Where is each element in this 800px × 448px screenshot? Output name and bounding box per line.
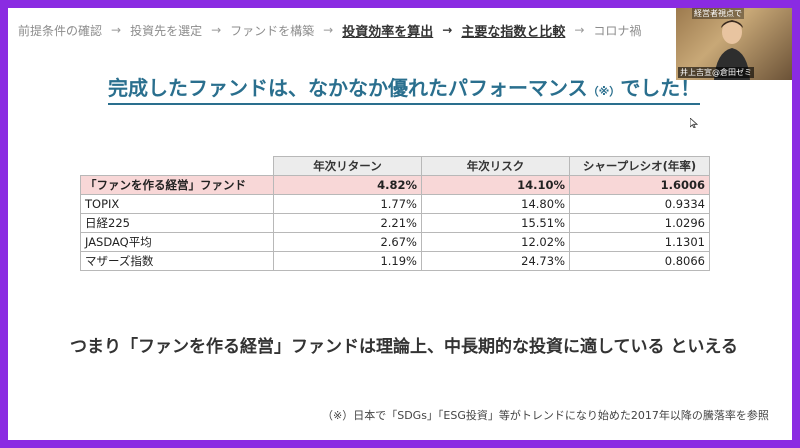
webcam-video[interactable]: 経営者視点で 井上吉宣@倉田ゼミ <box>676 8 792 80</box>
row-risk: 14.80% <box>421 194 570 214</box>
arrow-icon: → <box>574 23 585 37</box>
row-sharpe: 1.1301 <box>569 232 710 252</box>
row-return: 1.19% <box>273 251 422 271</box>
breadcrumb-step-2: 投資先を選定 <box>130 23 203 38</box>
row-return: 1.77% <box>273 194 422 214</box>
table-row: JASDAQ平均 2.67% 12.02% 1.1301 <box>80 232 710 252</box>
header-blank-cell <box>80 156 274 176</box>
title-text: 完成したファンドは、なかなか優れたパフォーマンス <box>108 76 588 100</box>
row-return: 2.21% <box>273 213 422 233</box>
arrow-icon: → <box>323 23 334 37</box>
conclusion-text: つまり「ファンを作る経営」ファンドは理論上、中長期的な投資に適している といえる <box>70 337 738 357</box>
table-row: マザーズ指数 1.19% 24.73% 0.8066 <box>80 251 710 271</box>
table-row: 「ファンを作る経営」ファンド 4.82% 14.10% 1.6006 <box>80 175 710 195</box>
mouse-cursor-icon <box>690 118 698 128</box>
webcam-top-label: 経営者視点で <box>692 8 744 19</box>
table-header-row: 年次リターン 年次リスク シャープレシオ(年率) <box>80 156 710 176</box>
row-sharpe: 0.8066 <box>569 251 710 271</box>
comparison-table: 年次リターン 年次リスク シャープレシオ(年率) 「ファンを作る経営」ファンド … <box>80 156 710 271</box>
slide-title: 完成したファンドは、なかなか優れたパフォーマンス（※）でした！ <box>108 72 701 105</box>
title-note: （※） <box>587 85 621 98</box>
row-risk: 14.10% <box>421 175 570 195</box>
breadcrumb-step-3: ファンドを構築 <box>230 23 315 38</box>
breadcrumb-step-5: 主要な指数と比較 <box>461 24 566 40</box>
row-sharpe: 0.9334 <box>569 194 710 214</box>
row-name: JASDAQ平均 <box>80 232 274 252</box>
header-sharpe: シャープレシオ(年率) <box>569 156 710 176</box>
breadcrumb-step-1: 前提条件の確認 <box>18 23 103 38</box>
row-sharpe: 1.6006 <box>569 175 710 195</box>
breadcrumb-step-6: コロナ禍 <box>593 23 642 38</box>
breadcrumb: 前提条件の確認 → 投資先を選定 → ファンドを構築 → 投資効率を算出 → 主… <box>18 20 641 40</box>
breadcrumb-step-4: 投資効率を算出 <box>342 24 434 40</box>
row-risk: 15.51% <box>421 213 570 233</box>
row-name: TOPIX <box>80 194 274 214</box>
row-risk: 12.02% <box>421 232 570 252</box>
arrow-icon: → <box>442 23 453 37</box>
row-name: 日経225 <box>80 213 274 233</box>
table-row: 日経225 2.21% 15.51% 1.0296 <box>80 213 710 233</box>
participant-name-label: 井上吉宣@倉田ゼミ <box>678 67 754 78</box>
title-end: でした！ <box>620 76 701 100</box>
row-name: マザーズ指数 <box>80 251 274 271</box>
footnote-text: （※）日本で「SDGs」「ESG投資」等がトレンドになり始めた2017年以降の騰… <box>322 409 769 422</box>
arrow-icon: → <box>211 23 222 37</box>
row-risk: 24.73% <box>421 251 570 271</box>
slide-frame: 前提条件の確認 → 投資先を選定 → ファンドを構築 → 投資効率を算出 → 主… <box>8 8 792 440</box>
row-name: 「ファンを作る経営」ファンド <box>80 175 274 195</box>
arrow-icon: → <box>111 23 122 37</box>
row-return: 4.82% <box>273 175 422 195</box>
header-risk: 年次リスク <box>421 156 570 176</box>
row-sharpe: 1.0296 <box>569 213 710 233</box>
row-return: 2.67% <box>273 232 422 252</box>
header-return: 年次リターン <box>273 156 422 176</box>
table-row: TOPIX 1.77% 14.80% 0.9334 <box>80 194 710 214</box>
